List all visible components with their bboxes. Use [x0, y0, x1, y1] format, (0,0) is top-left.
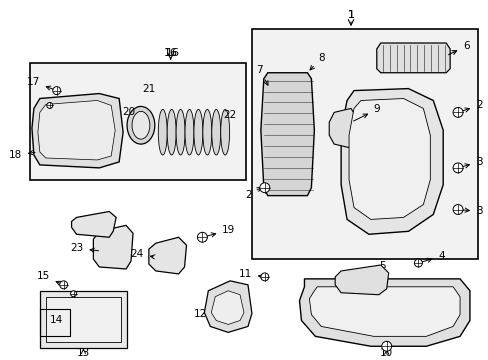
- Ellipse shape: [220, 109, 229, 155]
- Polygon shape: [93, 225, 133, 269]
- Circle shape: [260, 273, 268, 281]
- Text: 14: 14: [50, 315, 63, 325]
- Text: 18: 18: [9, 150, 35, 160]
- Text: 23: 23: [70, 243, 99, 253]
- Ellipse shape: [127, 107, 155, 144]
- Text: 16: 16: [165, 48, 179, 58]
- Text: 21: 21: [142, 84, 155, 94]
- Bar: [40, 291, 127, 348]
- Circle shape: [197, 232, 207, 242]
- Text: 17: 17: [26, 77, 54, 90]
- Text: 13: 13: [77, 348, 90, 358]
- Circle shape: [70, 291, 76, 297]
- Text: 11: 11: [238, 269, 263, 279]
- Polygon shape: [328, 108, 356, 148]
- Ellipse shape: [203, 109, 211, 155]
- Bar: [46, 297, 121, 342]
- Text: 2: 2: [460, 100, 482, 112]
- Polygon shape: [148, 237, 186, 274]
- Ellipse shape: [184, 109, 194, 155]
- Polygon shape: [341, 89, 442, 234]
- Polygon shape: [32, 94, 123, 168]
- Ellipse shape: [194, 109, 203, 155]
- Ellipse shape: [132, 111, 149, 139]
- Text: 3: 3: [460, 157, 482, 168]
- Text: 22: 22: [223, 111, 236, 120]
- Circle shape: [47, 103, 53, 108]
- Bar: [30, 63, 245, 180]
- Text: 4: 4: [420, 251, 444, 262]
- Text: 9: 9: [353, 104, 380, 121]
- Polygon shape: [376, 43, 449, 73]
- Text: 8: 8: [309, 53, 324, 70]
- Text: 19: 19: [204, 225, 235, 237]
- Circle shape: [414, 259, 422, 267]
- Circle shape: [452, 163, 462, 173]
- Polygon shape: [260, 73, 314, 195]
- Text: 7: 7: [256, 65, 267, 85]
- Text: 24: 24: [130, 249, 155, 259]
- Polygon shape: [309, 287, 459, 336]
- Ellipse shape: [158, 109, 167, 155]
- Circle shape: [60, 281, 67, 289]
- Ellipse shape: [211, 109, 220, 155]
- Polygon shape: [348, 99, 429, 219]
- Ellipse shape: [176, 109, 184, 155]
- Circle shape: [53, 87, 61, 95]
- Circle shape: [452, 107, 462, 117]
- Text: 5: 5: [363, 261, 385, 276]
- Bar: [40, 309, 69, 336]
- Text: 6: 6: [448, 41, 468, 55]
- Text: 2: 2: [245, 188, 261, 199]
- Polygon shape: [334, 265, 388, 295]
- Circle shape: [381, 341, 391, 351]
- Text: 15: 15: [37, 271, 61, 285]
- Circle shape: [259, 183, 269, 193]
- Text: 10: 10: [379, 348, 392, 358]
- Text: 16: 16: [163, 48, 177, 58]
- Circle shape: [452, 204, 462, 215]
- Ellipse shape: [167, 109, 176, 155]
- Text: 3: 3: [460, 206, 482, 216]
- Text: 1: 1: [347, 10, 354, 20]
- Polygon shape: [38, 100, 115, 160]
- Bar: [251, 29, 477, 259]
- Text: 1: 1: [347, 10, 354, 20]
- Text: 12: 12: [193, 309, 206, 319]
- Polygon shape: [71, 211, 116, 237]
- Polygon shape: [204, 281, 251, 332]
- Polygon shape: [211, 291, 244, 324]
- Text: 20: 20: [122, 107, 135, 117]
- Polygon shape: [299, 279, 469, 346]
